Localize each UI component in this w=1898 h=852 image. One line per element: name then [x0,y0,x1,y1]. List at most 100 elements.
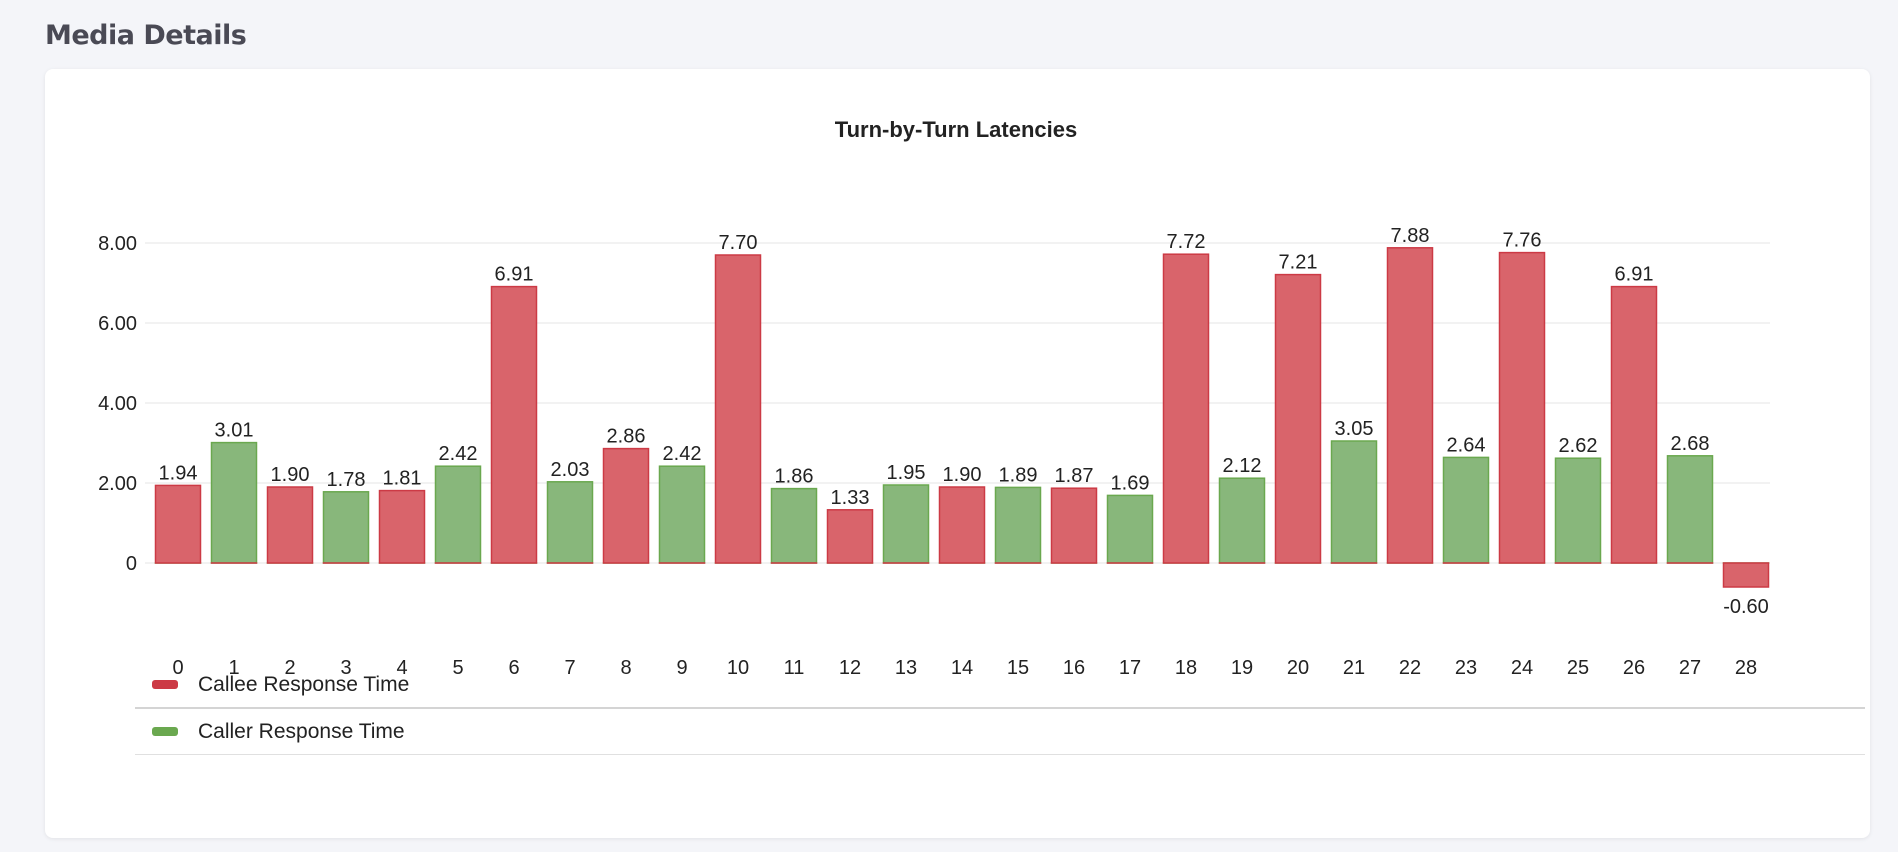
data-label: 1.69 [1111,472,1150,494]
legend-item-caller[interactable]: Caller Response Time [135,709,1865,755]
bar-callee [1722,562,1770,588]
x-tick-label: 7 [564,657,575,679]
legend-label-caller: Caller Response Time [198,719,405,743]
bar-callee [602,447,650,564]
x-tick-label: 11 [784,657,805,679]
x-tick-label: 24 [1511,657,1533,679]
bar-callee [938,486,986,564]
data-label: 7.72 [1167,231,1206,253]
data-label: 3.01 [215,420,254,442]
data-label: 2.64 [1447,434,1486,456]
data-label: 2.86 [607,426,646,448]
data-label: 6.91 [495,264,534,286]
x-tick-label: 5 [452,657,463,679]
x-tick-label: 12 [839,657,861,679]
legend-swatch-callee [152,680,178,689]
bar-caller [658,465,706,564]
bar-caller [1666,455,1714,564]
x-tick-label: 18 [1175,657,1197,679]
y-tick-label: 6.00 [98,313,137,335]
bar-caller [434,465,482,564]
x-tick-label: 19 [1231,657,1253,679]
media-details-card: Turn-by-Turn Latencies 0 2.00 4.00 6.00 8.00 0… [45,69,1870,838]
legend-item-callee[interactable]: Callee Response Time [135,662,1865,709]
bar-callee [378,489,426,564]
x-tick-label: 2 [284,657,295,679]
y-tick-label: 2.00 [98,473,137,495]
x-tick-label: 16 [1063,657,1085,679]
x-tick-label: 26 [1623,657,1645,679]
data-label: 2.12 [1223,455,1262,477]
bar-callee [490,285,538,564]
data-label: 2.42 [663,443,702,465]
x-tick-label: 25 [1567,657,1589,679]
data-label: 1.90 [271,464,310,486]
section-title: Media Details [45,20,247,51]
chart-title: Turn-by-Turn Latencies [835,117,1077,142]
data-label: 1.94 [159,462,198,484]
data-label: 1.86 [775,466,814,488]
data-label: 2.42 [439,443,478,465]
data-label: 7.76 [1503,230,1542,252]
y-tick-label: 4.00 [98,393,137,415]
data-label: 1.33 [831,487,870,509]
bar-caller [994,486,1042,564]
x-tick-label: 0 [172,657,183,679]
data-label: 2.62 [1559,435,1598,457]
x-tick-label: 28 [1735,657,1757,679]
bar-callee [1050,487,1098,564]
x-tick-label: 20 [1287,657,1309,679]
x-tick-label: 6 [508,657,519,679]
chart-legend: Callee Response Time Caller Response Tim… [135,662,1865,755]
bar-callee [1610,285,1658,564]
legend-label-callee: Callee Response Time [198,672,410,696]
x-tick-label: 8 [620,657,631,679]
turn-latency-chart: Turn-by-Turn Latencies 0 2.00 4.00 6.00 8.00 0… [98,117,1770,679]
data-label: 1.81 [383,468,422,490]
bar-caller [882,484,930,564]
data-label: 1.90 [943,464,982,486]
bar-callee [1274,273,1322,564]
x-tick-label: 21 [1343,657,1365,679]
bar-caller [210,441,258,564]
x-tick-label: 13 [895,657,917,679]
legend-swatch-caller [152,727,178,736]
data-label: 2.03 [551,459,590,481]
x-tick-label: 17 [1119,657,1141,679]
data-label: 3.05 [1335,418,1374,440]
data-label: -0.60 [1723,596,1769,618]
x-tick-label: 15 [1007,657,1029,679]
data-label: 1.87 [1055,465,1094,487]
x-tick-label: 4 [396,657,407,679]
bar-caller [1554,457,1602,564]
data-label: 1.78 [327,469,366,491]
x-tick-label: 1 [228,657,239,679]
bar-caller [770,487,818,564]
x-tick-label: 9 [676,657,687,679]
data-label: 7.21 [1279,252,1318,274]
data-label: 1.89 [999,464,1038,486]
y-tick-label: 0 [126,553,137,575]
x-tick-label: 14 [951,657,973,679]
bar-callee [714,254,762,564]
bar-callee [154,484,202,564]
bar-callee [1498,251,1546,564]
bar-caller [1218,477,1266,564]
bar-callee [1386,247,1434,564]
y-tick-label: 8.00 [98,233,137,255]
bar-caller [1442,456,1490,564]
bar-callee [1162,253,1210,564]
x-tick-label: 27 [1679,657,1701,679]
bar-caller [1330,440,1378,564]
data-label: 1.95 [887,462,926,484]
bar-caller [1106,494,1154,564]
x-tick-label: 10 [727,657,749,679]
x-tick-label: 3 [340,657,351,679]
bar-caller [322,491,370,564]
bar-caller [546,481,594,564]
bar-callee [826,509,874,564]
x-tick-label: 22 [1399,657,1421,679]
bar-callee [266,486,314,564]
data-label: 6.91 [1615,264,1654,286]
x-tick-label: 23 [1455,657,1477,679]
